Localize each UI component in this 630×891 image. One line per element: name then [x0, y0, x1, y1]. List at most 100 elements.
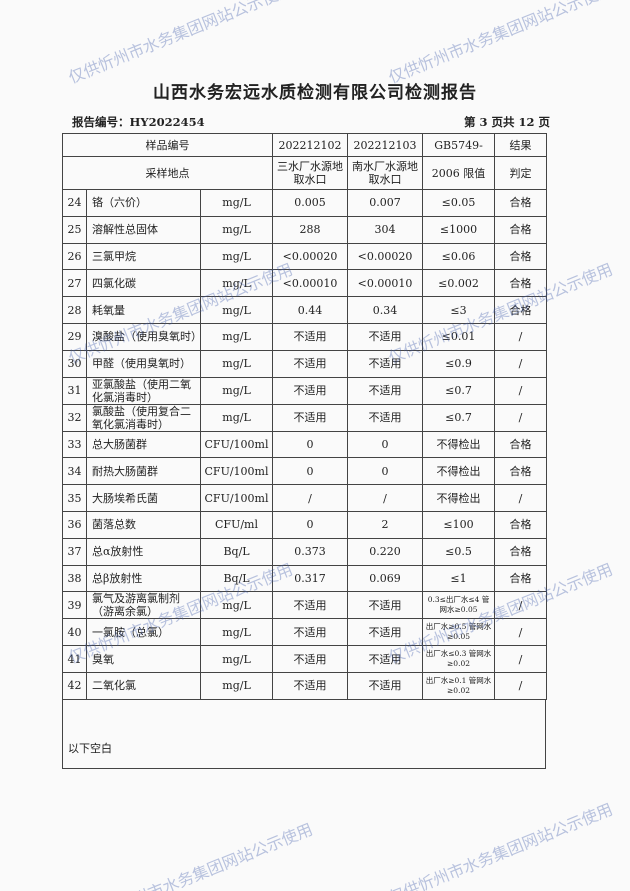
cell-limit: 出厂水≤0.3 管网水≥0.02: [422, 645, 496, 673]
cell-result: 合格: [494, 242, 548, 271]
cell-result: 合格: [494, 564, 548, 593]
cell-v1: 0: [272, 430, 349, 459]
result-bottom: 判定: [494, 156, 548, 190]
std-bottom: 2006 限值: [422, 156, 496, 190]
table-row: 28 耗氧量 mg/L 0.44 0.34 ≤3 合格: [62, 296, 548, 324]
cell-no: 28: [62, 296, 87, 324]
cell-limit: ≤0.05: [422, 189, 496, 217]
cell-result: 合格: [494, 269, 548, 298]
cell-unit: mg/L: [199, 269, 274, 298]
cell-unit: mg/L: [199, 322, 274, 351]
cell-item: 溶解性总固体: [86, 215, 201, 244]
cell-v2: 不适用: [347, 591, 424, 620]
cell-v1: 不适用: [272, 618, 349, 647]
cell-no: 32: [62, 403, 87, 432]
table-row: 27 四氯化碳 mg/L <0.00010 <0.00010 ≤0.002 合格: [62, 269, 548, 298]
cell-v2: 0.069: [347, 564, 424, 593]
cell-unit: Bq/L: [199, 564, 274, 593]
cell-result: 合格: [494, 189, 548, 217]
std-top: GB5749-: [422, 133, 496, 157]
cell-v1: 0.44: [272, 296, 349, 324]
cell-unit: mg/L: [199, 242, 274, 271]
cell-result: 合格: [494, 510, 548, 539]
page-info: 第 3 页共 12 页: [463, 115, 550, 129]
cell-limit: ≤1: [422, 564, 496, 593]
result-top: 结果: [494, 133, 548, 157]
cell-v2: 不适用: [347, 376, 424, 405]
cell-limit: ≤3: [422, 296, 496, 324]
cell-item: 总β放射性: [86, 564, 201, 593]
cell-result: /: [494, 349, 548, 378]
cell-v2: 0: [347, 457, 424, 486]
cell-item: 亚氯酸盐（使用二氧化氯消毒时）: [86, 376, 201, 405]
cell-limit: ≤0.7: [422, 376, 496, 405]
cell-no: 35: [62, 484, 87, 512]
cell-no: 25: [62, 215, 87, 244]
cell-limit: ≤0.06: [422, 242, 496, 271]
watermark: 仅供忻州市水务集团网站公示使用: [385, 799, 616, 891]
cell-unit: mg/L: [199, 403, 274, 432]
cell-no: 26: [62, 242, 87, 271]
cell-item: 四氯化碳: [86, 269, 201, 298]
cell-limit: 不得检出: [422, 484, 496, 512]
cell-v2: 0.220: [347, 537, 424, 566]
cell-v1: 不适用: [272, 671, 349, 700]
cell-item: 溴酸盐（使用臭氧时）: [86, 322, 202, 351]
table-row: 32 氯酸盐（使用复合二氧化氯消毒时） mg/L 不适用 不适用 ≤0.7/: [62, 403, 548, 432]
site1: 三水厂水源地取水口: [272, 156, 349, 190]
table-row: 24 铬（六价） mg/L 0.005 0.007 ≤0.05 合格: [62, 189, 548, 217]
sample1-no: 202212102: [272, 133, 349, 157]
cell-no: 34: [62, 457, 87, 486]
remark-box: 以下空白: [62, 700, 546, 769]
cell-result: 合格: [494, 430, 548, 459]
table-row: 30 甲醛（使用臭氧时） mg/L 不适用 不适用 ≤0.9/: [62, 349, 548, 378]
header-row-1: 样品编号 202212102 202212103 GB5749- 结果: [61, 133, 548, 157]
watermark: 仅供忻州市水务集团网站公示使用: [385, 0, 616, 88]
cell-item: 臭氧: [86, 645, 201, 673]
cell-limit: 出厂水≥0.1 管网水≥0.02: [422, 671, 496, 700]
cell-limit: 0.3≤出厂水≤4 管网水≥0.05: [422, 591, 496, 620]
cell-result: /: [494, 618, 548, 647]
table-row: 38 总β放射性 Bq/L 0.317 0.069 ≤1 合格: [62, 564, 548, 593]
cell-item: 菌落总数: [86, 510, 201, 539]
cell-v1: 不适用: [272, 591, 349, 620]
table-row: 42 二氧化氯 mg/L 不适用 不适用 出厂水≥0.1 管网水≥0.02/: [62, 671, 548, 700]
cell-result: 合格: [494, 537, 548, 566]
cell-limit: ≤0.01: [422, 322, 496, 351]
cell-item: 铬（六价）: [86, 189, 201, 217]
cell-v1: <0.00020: [272, 242, 349, 271]
cell-no: 41: [62, 645, 87, 673]
report-number: 报告编号：HY2022454: [72, 115, 205, 129]
table-row: 26 三氯甲烷 mg/L <0.00020 <0.00020 ≤0.06 合格: [62, 242, 548, 271]
table-row: 40 一氯胺（总氯） mg/L 不适用 不适用 出厂水≥0.5 管网水≥0.05/: [62, 618, 548, 647]
cell-result: /: [494, 591, 548, 620]
cell-limit: ≤0.5: [422, 537, 496, 566]
table-row: 29 溴酸盐（使用臭氧时） mg/L 不适用 不适用 ≤0.01/: [62, 322, 548, 351]
cell-v2: 0: [347, 430, 424, 459]
cell-unit: mg/L: [199, 591, 274, 620]
cell-no: 33: [62, 430, 87, 459]
cell-v2: 不适用: [347, 618, 424, 647]
cell-unit: mg/L: [199, 618, 274, 647]
cell-limit: ≤0.9: [422, 349, 496, 378]
cell-v1: 0: [272, 510, 349, 539]
cell-limit: 不得检出: [422, 457, 496, 486]
cell-v2: <0.00020: [347, 242, 424, 271]
cell-v1: 0.373: [272, 537, 349, 566]
cell-v2: /: [347, 484, 424, 512]
cell-unit: Bq/L: [199, 537, 274, 566]
cell-unit: CFU/ml: [199, 510, 274, 539]
cell-result: /: [494, 322, 548, 351]
cell-limit: 不得检出: [422, 430, 496, 459]
cell-v2: 不适用: [347, 671, 424, 700]
watermark: 仅供忻州市水务集团网站公示使用: [85, 819, 316, 891]
cell-item: 甲醛（使用臭氧时）: [86, 349, 201, 378]
cell-unit: mg/L: [199, 671, 274, 700]
report-title: 山西水务宏远水质检测有限公司检测报告: [153, 83, 477, 103]
cell-no: 31: [62, 376, 87, 405]
cell-v1: <0.00010: [272, 269, 349, 298]
cell-limit: ≤0.7: [422, 403, 496, 432]
cell-v2: 2: [347, 510, 424, 539]
cell-v2: 不适用: [347, 403, 424, 432]
cell-unit: mg/L: [199, 645, 274, 673]
